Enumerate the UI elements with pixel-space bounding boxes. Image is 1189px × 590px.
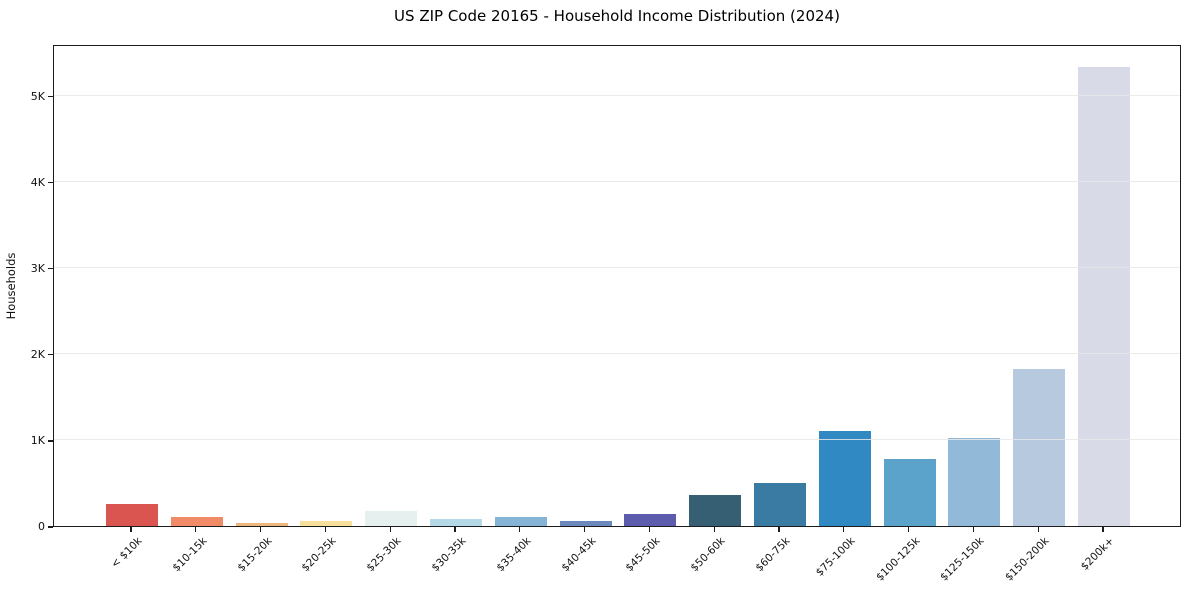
gridline-1000: [54, 438, 1180, 440]
bar-$45-50k: [624, 513, 677, 526]
x-tick-label: $35-40k: [494, 535, 534, 575]
y-tick-label: 2K: [30, 347, 45, 361]
x-tick-mark: [972, 527, 974, 532]
plot-area: [53, 45, 1181, 527]
x-tick-label: $20-25k: [299, 535, 339, 575]
bar-$25-30k: [365, 510, 418, 526]
y-tick-label: 5K: [30, 89, 45, 103]
x-tick-label: $40-45k: [558, 535, 599, 575]
x-tick-label: $125-150k: [938, 535, 987, 584]
bar-$30-35k: [430, 518, 482, 526]
x-tick-mark: [195, 527, 197, 532]
x-tick-label: $60-75k: [753, 535, 793, 575]
x-tick-label: $25-30k: [364, 535, 404, 575]
bar-$200k+: [1078, 67, 1130, 526]
x-tick-label: $15-20k: [234, 535, 275, 575]
y-tick-mark: [48, 268, 53, 270]
y-tick-label: 4K: [30, 175, 45, 189]
y-tick-mark: [48, 440, 53, 442]
y-tick-mark: [48, 526, 53, 528]
x-tick-mark: [130, 527, 132, 532]
x-tick-label: $75-100k: [813, 535, 858, 579]
bar-$125-150k: [948, 438, 1001, 526]
bar-$40-45k: [559, 521, 612, 526]
bar-$60-75k: [754, 482, 806, 526]
bar-$100-125k: [883, 458, 936, 526]
x-tick-mark: [260, 527, 262, 532]
y-tick-mark: [48, 96, 53, 98]
bar-$50-60k: [689, 495, 742, 526]
y-tick-label: 3K: [30, 261, 45, 275]
bar-$75-100k: [818, 431, 871, 526]
gridline-5000: [54, 94, 1180, 96]
x-tick-label: $100-125k: [873, 535, 923, 584]
x-tick-mark: [843, 527, 845, 532]
x-tick-label: $30-35k: [429, 535, 469, 575]
x-tick-label: $50-60k: [688, 535, 728, 575]
bar-$15-20k: [235, 522, 288, 526]
gridline-2000: [54, 352, 1180, 354]
x-tick-label: $150-200k: [1003, 535, 1052, 584]
chart-title: US ZIP Code 20165 - Household Income Dis…: [394, 7, 840, 25]
x-tick-mark: [519, 527, 521, 532]
y-tick-mark: [48, 354, 53, 356]
x-tick-mark: [1037, 527, 1039, 532]
x-tick-label: $10-15k: [170, 535, 210, 575]
x-tick-mark: [778, 527, 780, 532]
x-tick-label: < $10k: [108, 535, 145, 571]
x-tick-mark: [1102, 527, 1104, 532]
bar-< $10k: [106, 504, 158, 526]
bar-$150-200k: [1013, 368, 1066, 526]
y-tick-mark: [48, 182, 53, 184]
x-tick-mark: [389, 527, 391, 532]
x-tick-mark: [908, 527, 910, 532]
y-tick-label: 0: [38, 520, 45, 533]
bar-$35-40k: [494, 517, 547, 526]
y-tick-label: 1K: [30, 433, 45, 447]
bar-$10-15k: [170, 516, 223, 526]
x-tick-mark: [584, 527, 586, 532]
x-tick-mark: [648, 527, 650, 532]
x-tick-mark: [324, 527, 326, 532]
x-tick-mark: [454, 527, 456, 532]
x-tick-mark: [713, 527, 715, 532]
x-tick-label: $45-50k: [623, 535, 663, 575]
bar-$20-25k: [300, 520, 353, 526]
gridline-4000: [54, 180, 1180, 182]
x-tick-label: $200k+: [1078, 535, 1117, 573]
gridline-3000: [54, 266, 1180, 268]
